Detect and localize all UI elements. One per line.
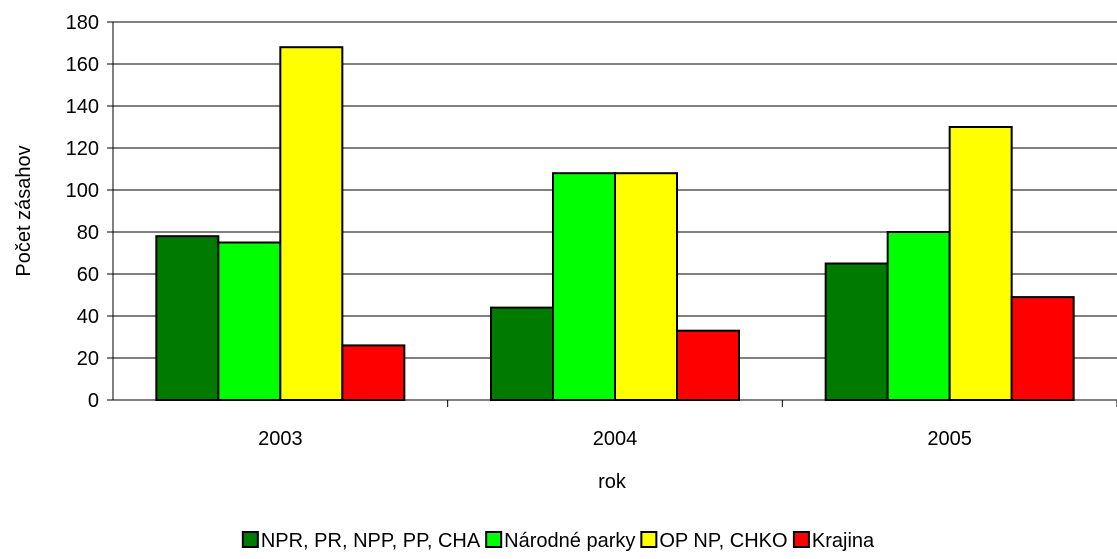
legend-swatch (640, 531, 658, 548)
y-tick-label: 60 (77, 264, 99, 286)
bar (490, 306, 554, 402)
y-tick-label: 120 (66, 138, 99, 160)
y-tick-label: 100 (66, 180, 99, 202)
legend-label: OP NP, CHKO (659, 530, 787, 552)
y-tick-labels: 0 20 40 60 80 100 120 140 160 180 (66, 12, 99, 412)
bar (155, 235, 220, 401)
y-tick-label: 180 (66, 12, 99, 34)
legend: NPR, PR, NPP, PP, CHA Národné parky OP NP,… (241, 530, 875, 552)
bar (341, 344, 406, 401)
bar (948, 126, 1013, 401)
y-tick-label: 80 (77, 222, 99, 244)
y-tick-label: 140 (66, 96, 99, 118)
y-tick-label: 20 (77, 348, 99, 370)
legend-swatch (792, 531, 810, 548)
bar (676, 329, 740, 402)
x-axis-label: rok (598, 471, 627, 493)
x-tick-label: 2005 (927, 428, 972, 450)
x-tick-labels: 2003 2004 2005 (258, 428, 972, 450)
legend-swatch (241, 531, 259, 548)
legend-label: Krajina (812, 530, 875, 552)
axes (107, 21, 1117, 407)
y-axis-label: Počet zásahov (13, 145, 35, 276)
bar (614, 172, 678, 401)
y-tick-label: 0 (88, 390, 99, 412)
bar (279, 46, 344, 401)
bar (1010, 296, 1075, 402)
bar (824, 262, 889, 401)
legend-item: Krajina (792, 530, 875, 552)
y-tick-label: 160 (66, 54, 99, 76)
legend-label: Národné parky (504, 530, 635, 552)
legend-swatch (485, 531, 503, 548)
legend-item: Národné parky (485, 530, 635, 552)
bar (217, 241, 282, 401)
legend-label: NPR, PR, NPP, PP, CHA (261, 530, 481, 552)
bar (886, 231, 951, 401)
y-tick-label: 40 (77, 306, 99, 328)
x-tick-label: 2004 (593, 428, 638, 450)
x-tick-label: 2003 (258, 428, 303, 450)
legend-item: NPR, PR, NPP, PP, CHA (241, 530, 481, 552)
bars (155, 46, 1075, 402)
bar (552, 172, 616, 401)
legend-item: OP NP, CHKO (640, 530, 788, 552)
